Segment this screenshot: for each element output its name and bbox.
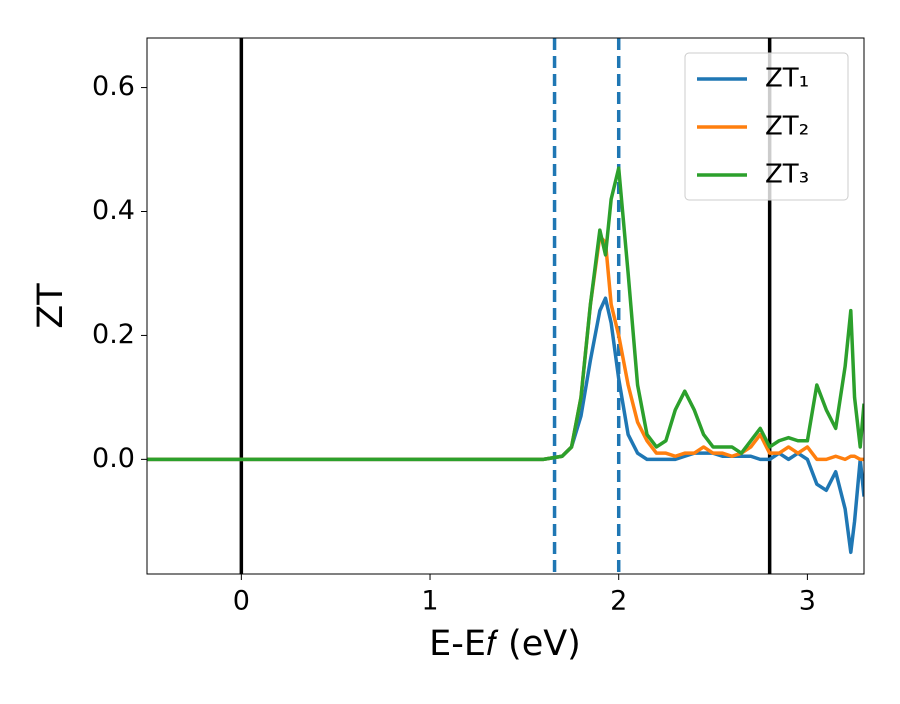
plot-frame [146,37,865,575]
series-line [147,166,864,462]
x-tick-label: 1 [421,586,438,617]
y-tick-label: 0.0 [92,443,135,474]
y-tick-label: 0.6 [92,71,135,102]
legend-label: ZT₁ [765,64,809,94]
legend-label: ZT₃ [765,160,809,190]
x-tick-label: 2 [610,586,627,617]
x-axis-label: E-E𝑓 (eV) [429,624,581,664]
x-tick-label: 3 [799,586,816,617]
y-tick-label: 0.2 [92,319,135,350]
y-axis-label: ZT [31,283,71,329]
plot-area [147,38,864,574]
legend-box [684,52,849,201]
legend-label: ZT₂ [765,112,809,142]
y-tick-label: 0.4 [92,195,135,226]
x-tick-label: 0 [233,586,250,617]
series-line [147,296,864,555]
series-line [147,234,864,462]
